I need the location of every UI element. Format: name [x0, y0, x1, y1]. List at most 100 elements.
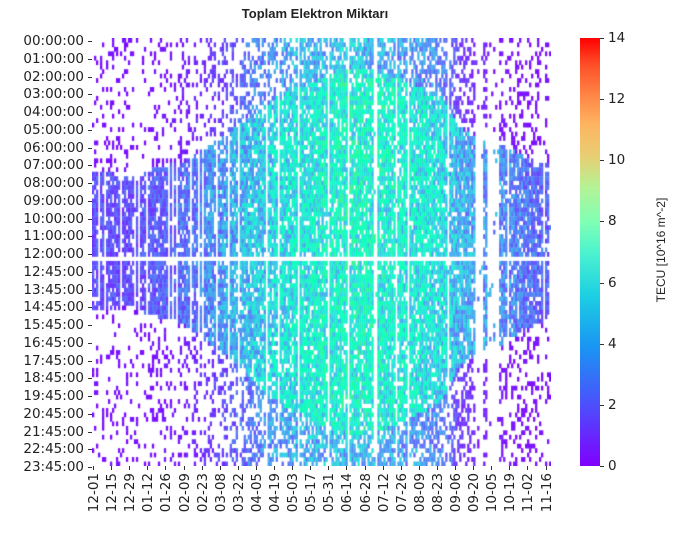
y-tick-label: 12:00:00	[23, 246, 84, 262]
y-tick-mark	[88, 378, 92, 380]
y-tick-label: 08:00:00	[23, 175, 84, 191]
x-tick-mark	[382, 466, 384, 470]
x-tick-label: 05-31	[321, 473, 338, 513]
colorbar-label: TECU [10^16 m^-2]	[654, 197, 668, 303]
y-tick-mark	[88, 449, 92, 451]
x-tick-label: 12-15	[104, 473, 121, 513]
x-tick-label: 04-05	[248, 473, 265, 513]
colorbar-tick-mark	[600, 99, 604, 101]
y-tick-mark	[88, 342, 92, 344]
x-tick-mark	[473, 466, 475, 470]
x-tick-label: 06-14	[339, 473, 356, 513]
y-tick-label: 18:45:00	[23, 370, 84, 387]
x-tick-mark	[292, 466, 294, 470]
y-tick-label: 16:45:00	[23, 334, 84, 351]
x-tick-label: 09-20	[466, 473, 483, 513]
x-tick-mark	[274, 466, 275, 470]
x-tick-label: 01-12	[140, 473, 157, 513]
y-tick-mark	[88, 58, 92, 60]
x-tick-mark	[255, 466, 257, 470]
colorbar-tick-label: 12	[608, 91, 626, 108]
x-tick-label: 07-26	[393, 473, 410, 513]
x-tick-label: 08-23	[429, 473, 446, 513]
x-tick-mark	[111, 466, 113, 470]
y-tick-label: 19:45:00	[23, 388, 84, 404]
x-tick-label: 08-09	[411, 473, 428, 513]
colorbar-tick-label: 8	[608, 213, 617, 230]
x-tick-label: 05-17	[303, 473, 320, 513]
y-tick-label: 20:45:00	[23, 405, 84, 422]
y-tick-label: 12:45:00	[23, 263, 84, 280]
x-tick-mark	[219, 466, 221, 470]
x-tick-mark	[183, 466, 185, 470]
y-tick-label: 07:00:00	[23, 157, 84, 174]
colorbar-tick-label: 6	[608, 274, 617, 291]
y-tick-mark	[88, 396, 92, 397]
y-tick-mark	[88, 289, 92, 291]
y-tick-mark	[88, 360, 92, 362]
x-tick-label: 12-29	[122, 473, 139, 513]
x-tick-mark	[545, 466, 547, 470]
heatmap-canvas	[92, 38, 551, 466]
colorbar-tick-mark	[600, 404, 604, 406]
y-tick-mark	[88, 467, 92, 468]
x-tick-mark	[147, 466, 149, 470]
x-tick-mark	[237, 466, 239, 470]
y-tick-label: 21:45:00	[23, 423, 84, 440]
x-tick-mark	[455, 466, 456, 470]
y-tick-mark	[88, 183, 92, 184]
y-tick-label: 04:00:00	[23, 104, 84, 120]
y-tick-mark	[88, 94, 92, 96]
colorbar-tick-mark	[600, 466, 604, 467]
y-tick-label: 22:45:00	[23, 441, 84, 458]
x-tick-mark	[93, 466, 94, 470]
y-tick-label: 01:00:00	[23, 50, 84, 67]
y-tick-mark	[88, 254, 92, 255]
heatmap-plot-area	[92, 38, 551, 466]
x-tick-label: 09-06	[448, 473, 464, 513]
y-tick-mark	[88, 129, 92, 131]
y-tick-mark	[88, 147, 92, 149]
y-tick-label: 17:45:00	[23, 352, 84, 369]
y-tick-mark	[88, 271, 92, 273]
x-tick-label: 03-08	[212, 473, 229, 513]
x-tick-label: 06-28	[357, 473, 374, 513]
colorbar-tick-label: 0	[608, 458, 617, 474]
chart-title: Toplam Elektron Miktarı	[241, 6, 389, 21]
y-tick-label: 05:00:00	[23, 121, 84, 138]
x-tick-mark	[400, 466, 402, 470]
y-tick-mark	[88, 112, 92, 113]
x-tick-label: 04-19	[267, 473, 283, 513]
x-tick-mark	[527, 466, 529, 470]
x-tick-mark	[328, 466, 330, 470]
x-tick-mark	[165, 466, 167, 470]
y-tick-mark	[88, 41, 92, 42]
y-tick-label: 03:00:00	[23, 86, 84, 103]
y-tick-label: 13:45:00	[23, 281, 84, 298]
y-tick-label: 15:45:00	[23, 317, 84, 333]
x-tick-mark	[491, 466, 493, 470]
y-tick-mark	[88, 218, 92, 220]
y-tick-label: 06:00:00	[23, 139, 84, 156]
x-tick-mark	[364, 466, 366, 470]
y-tick-label: 14:45:00	[23, 299, 84, 316]
x-tick-label: 10-05	[484, 473, 501, 513]
colorbar-tick-mark	[600, 160, 604, 162]
y-tick-mark	[88, 76, 92, 78]
colorbar-tick-label: 10	[608, 152, 626, 169]
colorbar-tick-mark	[600, 38, 604, 39]
x-tick-label: 03-22	[230, 473, 247, 513]
x-tick-mark	[418, 466, 420, 470]
x-tick-label: 11-02	[520, 473, 537, 513]
y-tick-label: 10:00:00	[23, 210, 84, 227]
x-tick-label: 12-01	[86, 473, 102, 513]
x-tick-mark	[346, 466, 348, 470]
y-tick-label: 02:00:00	[23, 68, 84, 85]
y-tick-mark	[88, 307, 92, 309]
y-tick-mark	[88, 325, 92, 326]
x-tick-label: 05-03	[285, 473, 302, 513]
x-tick-mark	[201, 466, 203, 470]
x-tick-mark	[310, 466, 312, 470]
y-tick-mark	[88, 431, 92, 433]
colorbar-tick-label: 14	[608, 30, 626, 46]
